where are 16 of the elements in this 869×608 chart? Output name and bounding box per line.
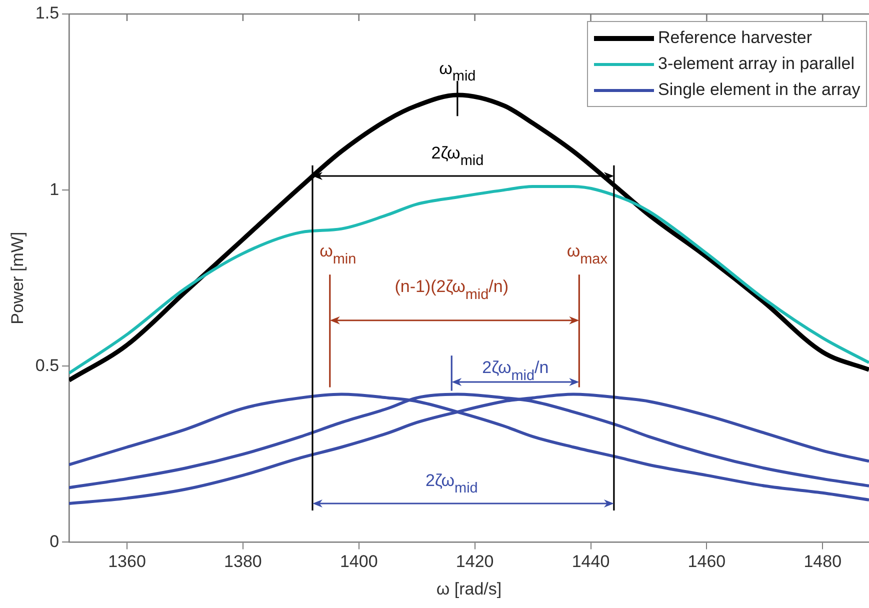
legend-label: Single element in the array [658,80,860,100]
x-tick-label: 1400 [340,552,378,572]
x-tick-label: 1420 [456,552,494,572]
x-tick-label: 1440 [572,552,610,572]
y-axis-title: Power [mW] [8,232,27,324]
y-tick-label: 0 [50,532,60,551]
y-tick-label: 1.5 [35,4,60,23]
x-tick-label: 1480 [804,552,842,572]
x-axis-title: ω [rad/s] [436,579,502,598]
x-tick-label: 1380 [224,552,262,572]
y-tick-label: 0.5 [35,356,60,375]
x-tick-label: 1360 [108,552,146,572]
legend-label: Reference harvester [658,28,812,48]
y-tick-label: 1 [50,180,60,199]
legend-label: 3-element array in parallel [658,54,855,74]
x-tick-label: 1460 [688,552,726,572]
